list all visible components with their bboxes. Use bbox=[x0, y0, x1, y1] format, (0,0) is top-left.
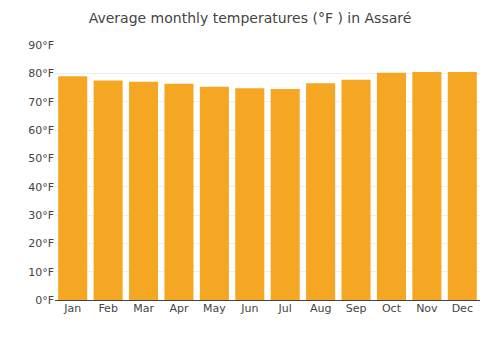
svg-text:May: May bbox=[203, 302, 226, 315]
svg-text:Nov: Nov bbox=[416, 302, 438, 315]
svg-text:20°F: 20°F bbox=[28, 237, 54, 250]
svg-text:Mar: Mar bbox=[133, 302, 154, 315]
svg-text:0°F: 0°F bbox=[35, 294, 54, 307]
svg-text:90°F: 90°F bbox=[28, 39, 54, 52]
svg-text:Oct: Oct bbox=[382, 302, 402, 315]
svg-text:Sep: Sep bbox=[346, 302, 367, 315]
svg-text:Jun: Jun bbox=[240, 302, 258, 315]
svg-text:Aug: Aug bbox=[310, 302, 331, 315]
svg-text:10°F: 10°F bbox=[28, 266, 54, 279]
svg-text:80°F: 80°F bbox=[28, 67, 54, 80]
svg-text:Apr: Apr bbox=[169, 302, 189, 315]
svg-text:60°F: 60°F bbox=[28, 124, 54, 137]
svg-text:30°F: 30°F bbox=[28, 209, 54, 222]
svg-text:Average monthly temperatures (: Average monthly temperatures (°F ) in As… bbox=[89, 10, 412, 26]
svg-text:Dec: Dec bbox=[452, 302, 473, 315]
svg-text:70°F: 70°F bbox=[28, 96, 54, 109]
svg-text:40°F: 40°F bbox=[28, 181, 54, 194]
svg-text:Jul: Jul bbox=[278, 302, 292, 315]
svg-text:Jan: Jan bbox=[63, 302, 81, 315]
svg-text:Feb: Feb bbox=[98, 302, 117, 315]
svg-text:50°F: 50°F bbox=[28, 152, 54, 165]
